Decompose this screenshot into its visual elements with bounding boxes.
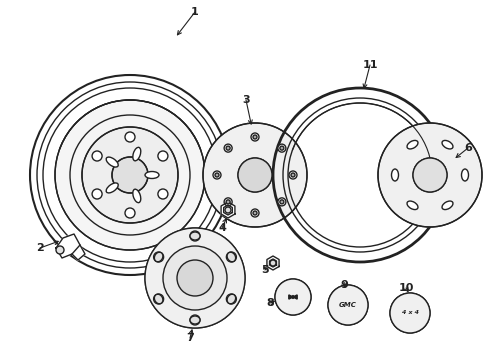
Polygon shape <box>72 245 85 260</box>
Ellipse shape <box>190 316 200 324</box>
Text: 5: 5 <box>261 265 269 275</box>
Circle shape <box>226 200 230 204</box>
Circle shape <box>190 231 200 241</box>
Circle shape <box>55 100 205 250</box>
Circle shape <box>413 158 447 192</box>
Ellipse shape <box>392 169 398 181</box>
Ellipse shape <box>190 232 200 240</box>
Circle shape <box>291 173 295 177</box>
Polygon shape <box>267 256 279 270</box>
Text: 7: 7 <box>186 333 194 343</box>
Circle shape <box>270 260 276 266</box>
Circle shape <box>203 123 307 227</box>
Circle shape <box>177 260 213 296</box>
Circle shape <box>163 246 227 310</box>
Ellipse shape <box>154 252 163 262</box>
Circle shape <box>280 200 284 204</box>
Circle shape <box>145 228 245 328</box>
Circle shape <box>253 211 257 215</box>
Circle shape <box>125 132 135 142</box>
Circle shape <box>158 189 168 199</box>
Text: 11: 11 <box>362 60 378 70</box>
Polygon shape <box>289 295 297 299</box>
Circle shape <box>92 151 102 161</box>
Circle shape <box>289 171 297 179</box>
Circle shape <box>125 208 135 218</box>
Circle shape <box>251 209 259 217</box>
Text: 9: 9 <box>340 280 348 290</box>
Circle shape <box>224 144 232 152</box>
Text: 3: 3 <box>242 95 250 105</box>
Ellipse shape <box>145 171 159 179</box>
Circle shape <box>56 246 64 254</box>
Text: 6: 6 <box>464 143 472 153</box>
Ellipse shape <box>106 157 118 167</box>
Ellipse shape <box>154 294 163 304</box>
Ellipse shape <box>442 140 453 149</box>
Circle shape <box>225 207 231 213</box>
Circle shape <box>278 144 286 152</box>
Circle shape <box>278 198 286 206</box>
Circle shape <box>154 252 164 262</box>
Circle shape <box>328 285 368 325</box>
Text: GMC: GMC <box>339 302 357 308</box>
Circle shape <box>253 135 257 139</box>
Ellipse shape <box>227 294 236 304</box>
Ellipse shape <box>227 252 236 262</box>
Circle shape <box>190 315 200 325</box>
Circle shape <box>213 171 221 179</box>
Circle shape <box>224 198 232 206</box>
Text: 8: 8 <box>266 298 274 308</box>
Text: 10: 10 <box>398 283 414 293</box>
Circle shape <box>275 279 311 315</box>
Circle shape <box>280 146 284 150</box>
Circle shape <box>226 252 236 262</box>
Ellipse shape <box>133 147 141 161</box>
Ellipse shape <box>407 201 418 210</box>
Circle shape <box>226 146 230 150</box>
Polygon shape <box>223 205 232 215</box>
Circle shape <box>251 133 259 141</box>
Ellipse shape <box>133 189 141 203</box>
Circle shape <box>82 127 178 223</box>
Ellipse shape <box>462 169 468 181</box>
Circle shape <box>378 123 482 227</box>
Polygon shape <box>221 202 235 218</box>
Circle shape <box>238 158 272 192</box>
Circle shape <box>226 294 236 304</box>
Circle shape <box>112 157 148 193</box>
Text: 4: 4 <box>218 223 226 233</box>
Polygon shape <box>270 259 276 267</box>
Circle shape <box>215 173 219 177</box>
Ellipse shape <box>106 183 118 193</box>
Ellipse shape <box>407 140 418 149</box>
Circle shape <box>92 189 102 199</box>
Circle shape <box>390 293 430 333</box>
Text: 2: 2 <box>36 243 44 253</box>
Circle shape <box>158 151 168 161</box>
Ellipse shape <box>442 201 453 210</box>
Text: 1: 1 <box>191 7 199 17</box>
Text: 4 x 4: 4 x 4 <box>401 310 418 315</box>
Polygon shape <box>56 234 80 258</box>
Circle shape <box>154 294 164 304</box>
